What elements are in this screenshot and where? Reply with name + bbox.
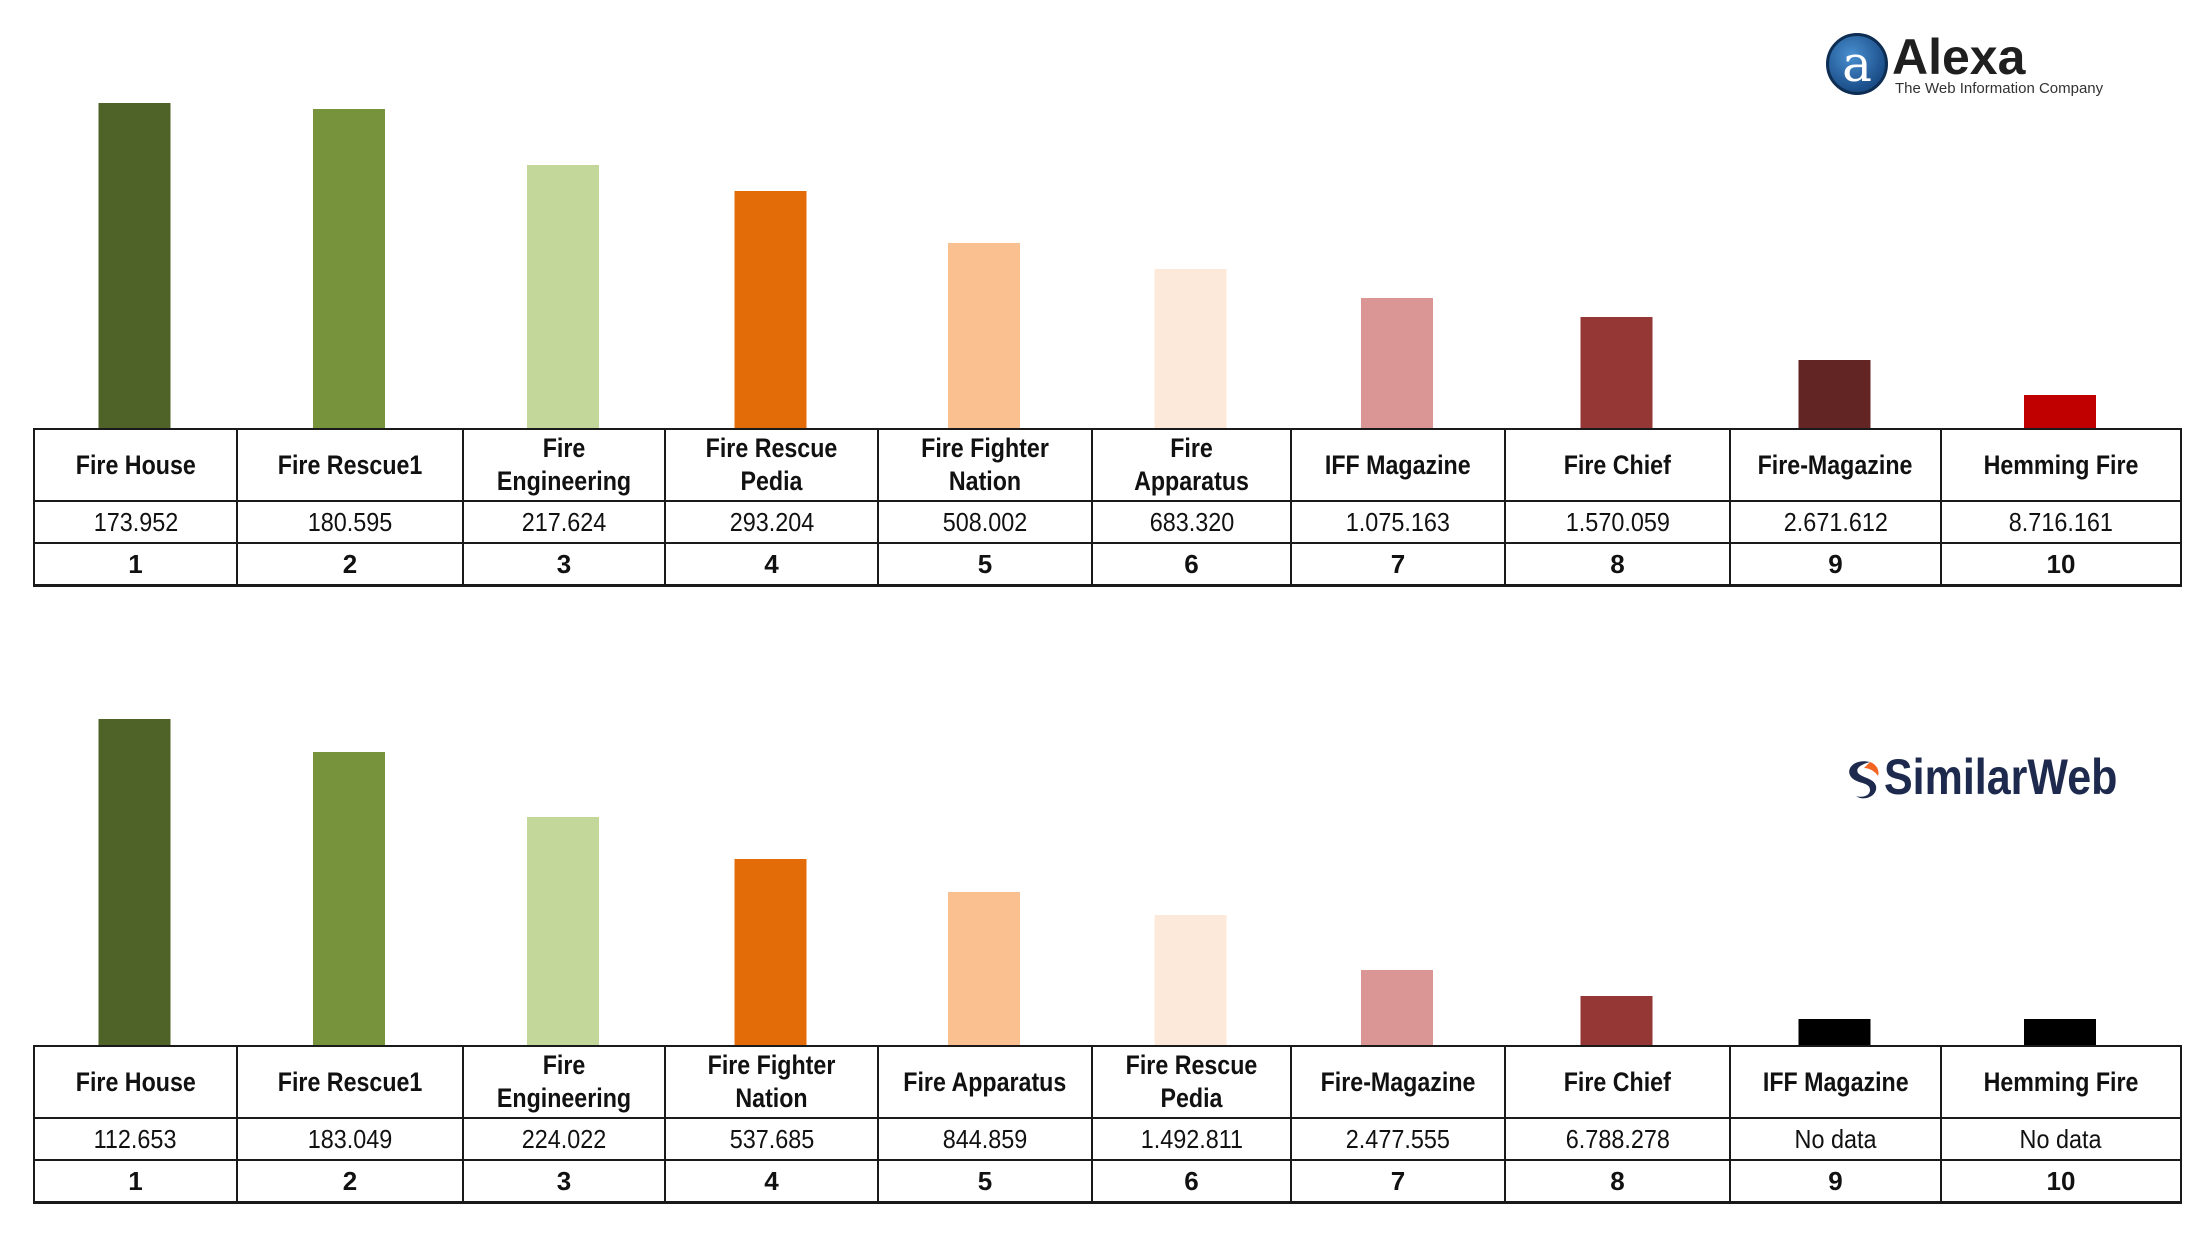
rank-value-cell: 6.788.278 — [1504, 1117, 1731, 1161]
alexa-ranking-table: Fire House Fire Rescue1 Fire Engineering Fi… — [33, 428, 2182, 587]
rank-value-cell: 217.624 — [462, 500, 666, 544]
position-cell: 6 — [1091, 542, 1292, 587]
bar-8 — [1580, 317, 1653, 428]
rank-value-cell: 683.320 — [1091, 500, 1292, 544]
rank-value-cell: 508.002 — [877, 500, 1093, 544]
site-name-cell: Fire Rescue1 — [236, 1045, 464, 1119]
rank-value-cell: 844.859 — [877, 1117, 1093, 1161]
position-cell: 4 — [664, 1159, 879, 1204]
rank-value-cell: 173.952 — [33, 500, 238, 544]
position-cell: 8 — [1504, 542, 1731, 587]
bar-7 — [1361, 970, 1433, 1045]
bar-2 — [313, 109, 385, 428]
bar-1 — [98, 103, 171, 428]
site-name-row: Fire House Fire Rescue1 Fire Engineering Fi… — [33, 428, 2182, 502]
position-cell: 10 — [1940, 542, 2182, 587]
position-cell: 6 — [1091, 1159, 1292, 1204]
similarweb-swirl-icon — [1849, 761, 1879, 799]
site-name-cell: Fire House — [33, 1045, 238, 1119]
similarweb-ranking-table: Fire House Fire Rescue1 Fire Engineering Fi… — [33, 1045, 2182, 1204]
similarweb-wordmark: SimilarWeb — [1884, 749, 2118, 805]
position-cell: 9 — [1729, 1159, 1942, 1204]
position-cell: 8 — [1504, 1159, 1731, 1204]
alexa-logo: a Alexa The Web Information Company — [1826, 29, 2146, 110]
site-name-cell: Fire-Magazine — [1290, 1045, 1506, 1119]
rank-value-cell: 224.022 — [462, 1117, 666, 1161]
site-name-cell: Fire Rescue1 — [236, 428, 464, 502]
bar-1 — [98, 719, 171, 1045]
bar-8 — [1580, 996, 1653, 1045]
rank-value-cell: 2.671.612 — [1729, 500, 1942, 544]
position-cell: 2 — [236, 1159, 464, 1204]
bar-9 — [1798, 1019, 1871, 1045]
site-name-cell: Fire Apparatus — [1091, 428, 1292, 502]
site-name-cell: Fire Engineering — [462, 1045, 666, 1119]
rank-value-cell: 180.595 — [236, 500, 464, 544]
site-name-cell: IFF Magazine — [1290, 428, 1506, 502]
rank-value-cell: 2.477.555 — [1290, 1117, 1506, 1161]
position-cell: 2 — [236, 542, 464, 587]
site-name-row: Fire House Fire Rescue1 Fire Engineering Fi… — [33, 1045, 2182, 1119]
rank-value-row: 173.952 180.595 217.624 293.204 508.002 683.3… — [33, 500, 2182, 544]
bar-5 — [948, 243, 1020, 428]
rank-value-cell: No data — [1940, 1117, 2182, 1161]
alexa-a-icon: a — [1826, 33, 1888, 95]
position-cell: 7 — [1290, 542, 1506, 587]
alexa-panel: a Alexa The Web Information Company Fire… — [0, 0, 2203, 600]
site-name-cell: Hemming Fire — [1940, 428, 2182, 502]
position-row: 1 2 3 4 5 6 7 8 9 10 — [33, 1159, 2182, 1204]
similarweb-bar-chart — [98, 719, 2096, 1045]
bar-3 — [527, 165, 599, 428]
position-cell: 9 — [1729, 542, 1942, 587]
site-name-cell: Fire Engineering — [462, 428, 666, 502]
rank-value-cell: 112.653 — [33, 1117, 238, 1161]
alexa-tagline: The Web Information Company — [1895, 80, 2104, 97]
rank-value-cell: 1.075.163 — [1290, 500, 1506, 544]
site-name-cell: IFF Magazine — [1729, 1045, 1942, 1119]
rank-value-cell: 1.570.059 — [1504, 500, 1731, 544]
position-cell: 10 — [1940, 1159, 2182, 1204]
site-name-cell: Fire Rescue Pedia — [664, 428, 879, 502]
bar-9 — [1798, 360, 1871, 428]
rank-value-cell: 293.204 — [664, 500, 879, 544]
rank-value-cell: 537.685 — [664, 1117, 879, 1161]
position-cell: 3 — [462, 542, 666, 587]
alexa-wordmark: Alexa — [1892, 29, 2026, 85]
position-cell: 5 — [877, 542, 1093, 587]
bar-5 — [948, 892, 1020, 1045]
position-cell: 5 — [877, 1159, 1093, 1204]
bar-2 — [313, 752, 385, 1045]
position-cell: 1 — [33, 542, 238, 587]
rank-value-cell: 8.716.161 — [1940, 500, 2182, 544]
site-name-cell: Fire Apparatus — [877, 1045, 1093, 1119]
rank-value-cell: No data — [1729, 1117, 1942, 1161]
bar-10 — [2024, 1019, 2096, 1045]
site-name-cell: Hemming Fire — [1940, 1045, 2182, 1119]
position-row: 1 2 3 4 5 6 7 8 9 10 — [33, 542, 2182, 587]
position-cell: 4 — [664, 542, 879, 587]
rank-value-row: 112.653 183.049 224.022 537.685 844.859 1.492… — [33, 1117, 2182, 1161]
bar-4 — [734, 191, 807, 428]
site-name-cell: Fire Chief — [1504, 1045, 1731, 1119]
alexa-bar-chart — [98, 103, 2096, 428]
site-name-cell: Fire-Magazine — [1729, 428, 1942, 502]
position-cell: 1 — [33, 1159, 238, 1204]
bar-6 — [1154, 915, 1227, 1045]
site-name-cell: Fire Chief — [1504, 428, 1731, 502]
position-cell: 7 — [1290, 1159, 1506, 1204]
site-name-cell: Fire House — [33, 428, 238, 502]
bar-7 — [1361, 298, 1433, 428]
bar-10 — [2024, 395, 2096, 428]
bar-3 — [527, 817, 599, 1045]
similarweb-logo: SimilarWeb — [1840, 748, 2130, 812]
rank-value-cell: 1.492.811 — [1091, 1117, 1292, 1161]
site-name-cell: Fire Rescue Pedia — [1091, 1045, 1292, 1119]
bar-4 — [734, 859, 807, 1045]
site-name-cell: Fire Fighter Nation — [877, 428, 1093, 502]
site-name-cell: Fire Fighter Nation — [664, 1045, 879, 1119]
bar-6 — [1154, 269, 1227, 428]
rank-value-cell: 183.049 — [236, 1117, 464, 1161]
position-cell: 3 — [462, 1159, 666, 1204]
